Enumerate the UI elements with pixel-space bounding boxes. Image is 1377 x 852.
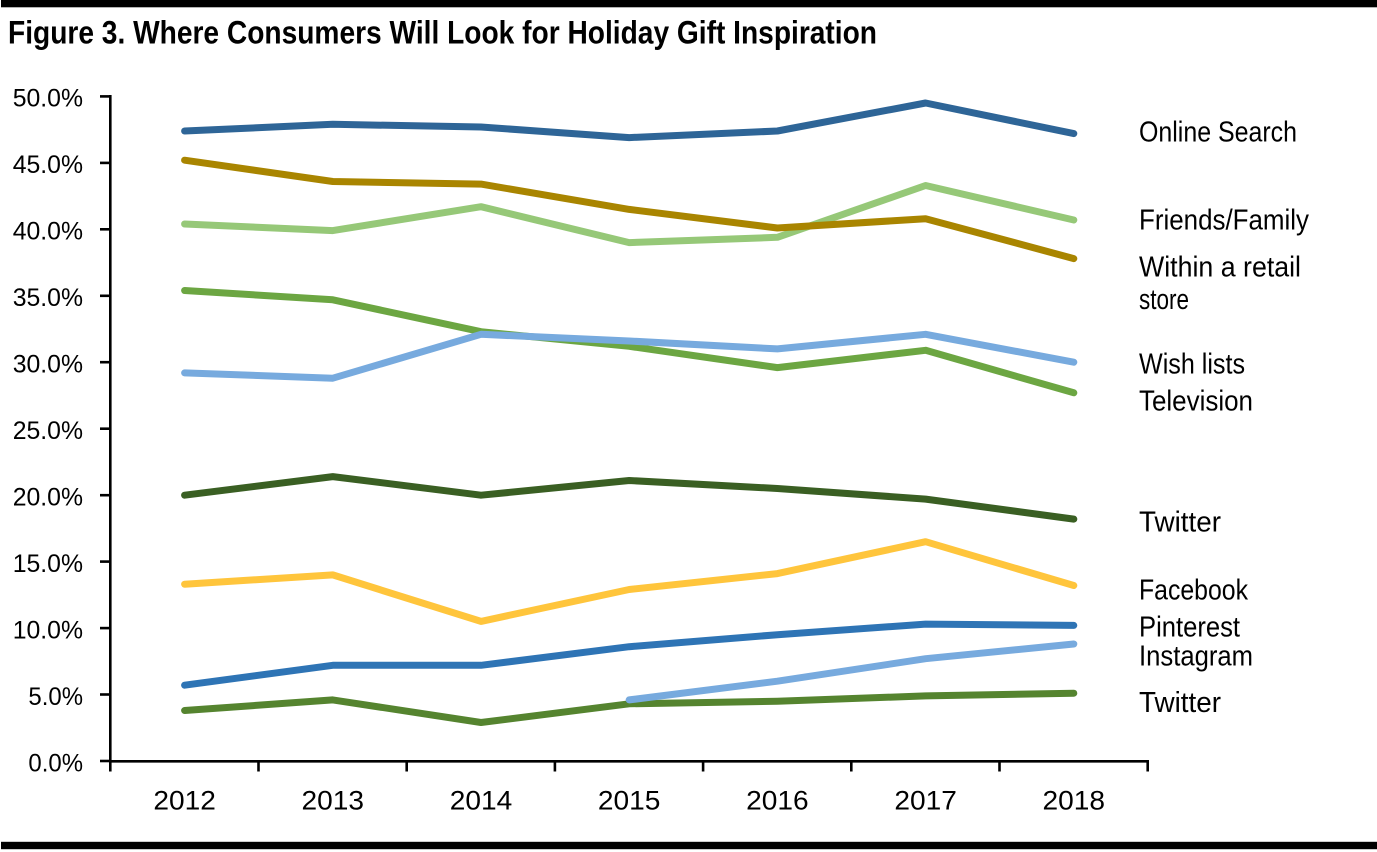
svg-text:0.0%: 0.0%: [28, 749, 83, 777]
svg-text:2017: 2017: [894, 786, 957, 816]
svg-text:Twitter: Twitter: [1139, 507, 1221, 539]
svg-text:2015: 2015: [598, 786, 661, 816]
svg-text:Twitter: Twitter: [1139, 687, 1221, 719]
svg-text:50.0%: 50.0%: [13, 85, 83, 113]
svg-text:45.0%: 45.0%: [13, 151, 83, 179]
svg-text:store: store: [1139, 284, 1189, 316]
svg-text:Pinterest: Pinterest: [1139, 611, 1240, 643]
svg-text:Instagram: Instagram: [1139, 640, 1253, 672]
svg-text:Online Search: Online Search: [1139, 116, 1297, 148]
svg-text:Facebook: Facebook: [1139, 575, 1248, 607]
svg-text:Wish lists: Wish lists: [1139, 349, 1245, 381]
svg-text:30.0%: 30.0%: [13, 351, 83, 379]
svg-text:15.0%: 15.0%: [13, 550, 83, 578]
svg-text:5.0%: 5.0%: [28, 683, 83, 711]
svg-text:2014: 2014: [450, 786, 513, 816]
svg-text:35.0%: 35.0%: [13, 284, 83, 312]
svg-text:10.0%: 10.0%: [13, 616, 83, 644]
svg-text:20.0%: 20.0%: [13, 484, 83, 512]
svg-text:2016: 2016: [746, 786, 809, 816]
svg-text:Within a retail: Within a retail: [1139, 251, 1301, 283]
svg-text:25.0%: 25.0%: [13, 417, 83, 445]
svg-text:2018: 2018: [1043, 786, 1106, 816]
svg-text:40.0%: 40.0%: [13, 218, 83, 246]
svg-text:2013: 2013: [302, 786, 365, 816]
svg-text:Figure 3. Where Consumers Will: Figure 3. Where Consumers Will Look for …: [8, 15, 877, 51]
svg-text:2012: 2012: [153, 786, 216, 816]
svg-text:Friends/Family: Friends/Family: [1139, 204, 1309, 236]
svg-text:Television: Television: [1139, 386, 1253, 418]
